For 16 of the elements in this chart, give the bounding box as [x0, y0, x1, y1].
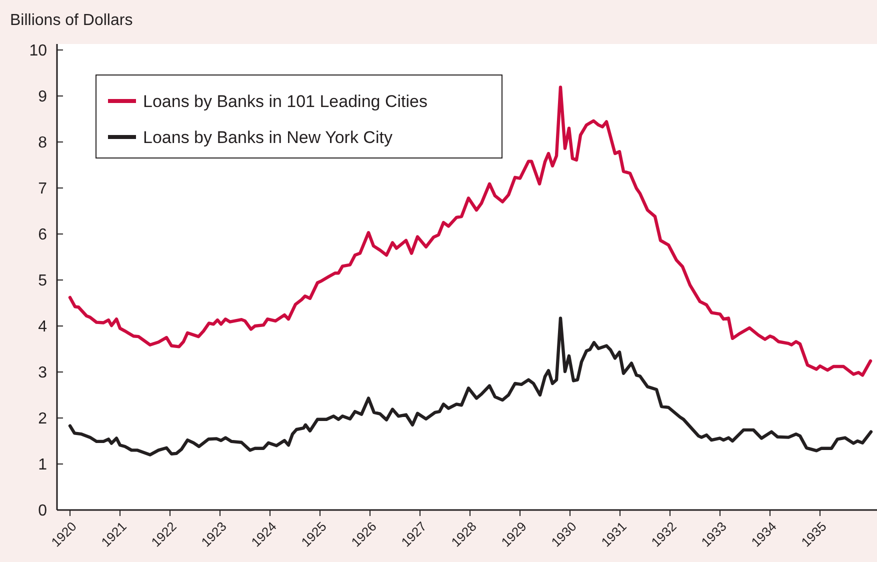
line-series: [68, 316, 873, 456]
y-tick-label: 0: [38, 502, 48, 520]
y-tick-label: 9: [38, 88, 48, 106]
y-tick-label: 7: [38, 180, 48, 198]
y-tick-label: 4: [38, 318, 48, 336]
y-tick-label: 1: [38, 456, 48, 474]
y-tick-label: 5: [38, 272, 48, 290]
y-tick-label: 8: [38, 134, 48, 152]
legend-label: Loans by Banks in New York City: [143, 128, 393, 147]
y-tick-label: 3: [38, 364, 48, 382]
y-tick-label: 2: [38, 410, 48, 428]
y-tick-label: 6: [38, 226, 48, 244]
y-axis-title: Billions of Dollars: [10, 12, 133, 29]
line-series: [68, 86, 872, 377]
legend-label: Loans by Banks in 101 Leading Cities: [143, 92, 428, 111]
y-tick-label: 10: [29, 42, 48, 60]
